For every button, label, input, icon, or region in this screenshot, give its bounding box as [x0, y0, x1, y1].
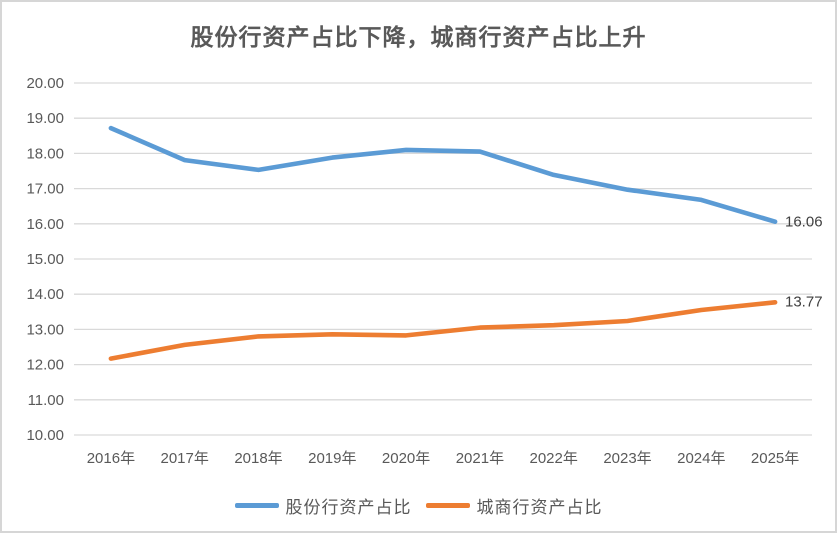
x-axis-tick-label: 2018年 — [234, 450, 282, 467]
legend-swatch-line-icon — [425, 503, 470, 508]
legend-swatch-line-icon — [234, 503, 279, 508]
y-axis-tick-label: 11.00 — [28, 392, 64, 409]
x-axis-tick-label: 2019年 — [308, 450, 356, 467]
x-axis-tick-label: 2017年 — [161, 450, 209, 467]
legend-label-joint-stock-banks: 股份行资产占比 — [285, 498, 412, 517]
x-axis-tick-label: 2020年 — [382, 450, 430, 467]
chart-title: 股份行资产占比下降，城商行资产占比上升 — [190, 25, 647, 50]
data-label-series-0-last: 16.06 — [785, 213, 823, 231]
x-axis-tick-label: 2025年 — [751, 450, 799, 467]
x-axis-tick-label: 2023年 — [603, 450, 651, 467]
legend: 股份行资产占比 城商行资产占比 — [2, 493, 835, 518]
y-axis-tick-label: 18.00 — [26, 145, 64, 162]
legend-label-city-commercial-banks: 城商行资产占比 — [476, 498, 603, 517]
y-axis-tick-label: 13.00 — [26, 321, 64, 338]
x-axis-tick-label: 2021年 — [456, 450, 504, 467]
y-axis-tick-label: 17.00 — [26, 181, 64, 198]
series-line-1 — [108, 299, 778, 361]
y-axis-tick-label: 14.00 — [26, 286, 64, 303]
y-axis-tick-label: 20.00 — [26, 75, 64, 92]
y-axis-tick-label: 16.00 — [26, 216, 64, 233]
x-axis-tick-label: 2022年 — [530, 450, 578, 467]
y-axis-tick-label: 19.00 — [26, 110, 64, 127]
x-axis-tick-label: 2024年 — [677, 450, 725, 467]
data-label-series-1-last: 13.77 — [785, 293, 823, 311]
y-axis-tick-label: 15.00 — [26, 251, 64, 268]
y-axis-tick-label: 10.00 — [26, 427, 64, 444]
y-axis-tick-label: 12.00 — [26, 357, 64, 374]
legend-item-joint-stock-banks: 股份行资产占比 — [234, 493, 412, 518]
x-axis-tick-label: 2016年 — [87, 450, 135, 467]
series-line-0 — [108, 125, 778, 224]
legend-item-city-commercial-banks: 城商行资产占比 — [425, 493, 603, 518]
